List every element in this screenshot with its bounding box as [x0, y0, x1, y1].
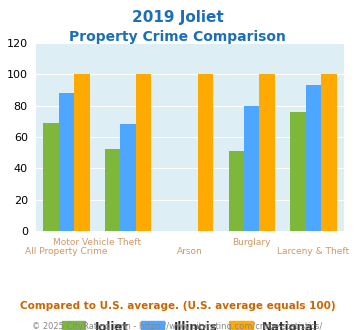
Bar [59, 93, 74, 231]
Text: 2019 Joliet: 2019 Joliet [132, 10, 223, 25]
Text: Compared to U.S. average. (U.S. average equals 100): Compared to U.S. average. (U.S. average … [20, 301, 335, 311]
Bar [105, 149, 120, 231]
Bar [321, 74, 337, 231]
Bar [229, 151, 244, 231]
Text: Larceny & Theft: Larceny & Theft [277, 248, 350, 256]
Bar [74, 74, 89, 231]
Text: All Property Crime: All Property Crime [25, 248, 108, 256]
Bar [290, 112, 306, 231]
Text: Property Crime Comparison: Property Crime Comparison [69, 30, 286, 44]
Text: Burglary: Burglary [233, 238, 271, 247]
Bar [43, 123, 59, 231]
Bar [120, 124, 136, 231]
Text: Motor Vehicle Theft: Motor Vehicle Theft [53, 238, 141, 247]
Bar [136, 74, 151, 231]
Text: © 2025 CityRating.com - https://www.cityrating.com/crime-statistics/: © 2025 CityRating.com - https://www.city… [32, 322, 323, 330]
Bar [260, 74, 275, 231]
Bar [306, 85, 321, 231]
Bar [244, 106, 260, 231]
Legend: Joliet, Illinois, National: Joliet, Illinois, National [57, 316, 323, 330]
Text: Arson: Arson [177, 248, 203, 256]
Bar [198, 74, 213, 231]
